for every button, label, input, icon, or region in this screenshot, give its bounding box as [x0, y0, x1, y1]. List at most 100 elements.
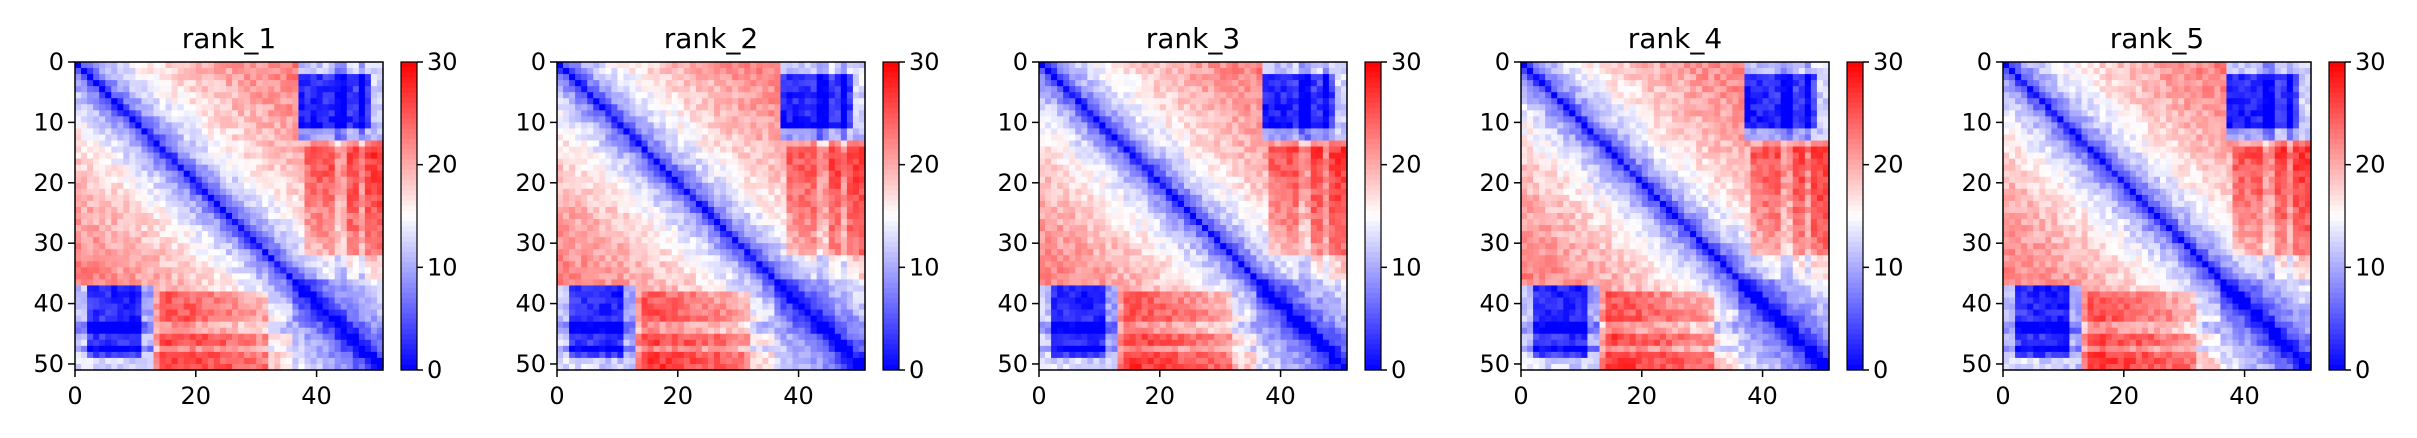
- heatmap-cell: [135, 333, 143, 341]
- heatmap-cell: [316, 255, 324, 262]
- heatmap-cell: [105, 128, 112, 136]
- heatmap-cell: [695, 285, 703, 293]
- heatmap-cell: [322, 86, 330, 93]
- heatmap-cell: [310, 128, 318, 136]
- heatmap-cell: [689, 62, 697, 69]
- heatmap-cell: [563, 110, 570, 117]
- heatmap-cell: [617, 327, 625, 335]
- heatmap-cell: [256, 267, 263, 274]
- heatmap-cell: [816, 68, 824, 75]
- heatmap-cell: [834, 92, 842, 99]
- heatmap-cell: [268, 74, 275, 81]
- heatmap-cell: [665, 128, 673, 136]
- heatmap-cell: [244, 176, 251, 184]
- heatmap-cell: [647, 104, 655, 111]
- heatmap-cell: [677, 62, 685, 69]
- heatmap-cell: [671, 128, 679, 136]
- heatmap-cell: [75, 339, 82, 347]
- heatmap-cell: [581, 62, 588, 69]
- heatmap-cell: [93, 92, 100, 99]
- heatmap-cell: [171, 146, 179, 154]
- heatmap-cell: [780, 110, 788, 117]
- heatmap-cell: [629, 273, 637, 281]
- chart-title: rank_2: [664, 22, 758, 55]
- heatmap-cell: [563, 321, 570, 329]
- heatmap-cell: [262, 188, 269, 196]
- heatmap-cell: [213, 80, 221, 87]
- heatmap-cell: [774, 182, 782, 190]
- heatmap-cell: [810, 146, 818, 154]
- heatmap-cell: [701, 315, 709, 323]
- heatmap-cell: [726, 152, 733, 160]
- heatmap-cell: [792, 182, 800, 190]
- heatmap-cell: [268, 188, 275, 196]
- heatmap-cell: [611, 249, 618, 256]
- heatmap-cell: [219, 327, 227, 335]
- heatmap-cell: [304, 200, 312, 208]
- heatmap-cell: [129, 212, 136, 220]
- heatmap-cell: [816, 128, 824, 136]
- heatmap-cell: [346, 86, 354, 93]
- heatmap-cell: [171, 206, 179, 214]
- heatmap-cell: [105, 351, 112, 359]
- heatmap-cell: [171, 80, 179, 87]
- heatmap-cell: [665, 315, 673, 323]
- heatmap-cell: [262, 339, 269, 347]
- heatmap-cell: [159, 182, 167, 190]
- heatmap-cell: [304, 297, 312, 305]
- heatmap-cell: [346, 297, 354, 305]
- heatmap-cell: [135, 170, 143, 178]
- heatmap-cell: [846, 225, 854, 232]
- heatmap-cell: [822, 176, 830, 184]
- heatmap-cell: [358, 170, 366, 178]
- heatmap-cell: [262, 122, 269, 130]
- heatmap-cell: [238, 170, 245, 178]
- heatmap-cell: [828, 164, 836, 172]
- heatmap-cell: [340, 146, 348, 154]
- heatmap-cell: [557, 285, 564, 293]
- heatmap-cell: [701, 225, 709, 232]
- heatmap-cell: [292, 104, 300, 111]
- heatmap-cell: [195, 261, 203, 268]
- heatmap-cell: [852, 74, 860, 81]
- heatmap-cell: [328, 92, 336, 99]
- heatmap-cell: [647, 152, 655, 160]
- colorbar-segment: [401, 77, 417, 84]
- heatmap-cell: [738, 291, 745, 299]
- colorbar-segment: [401, 87, 417, 94]
- heatmap-cell: [262, 62, 269, 69]
- heatmap-cell: [340, 273, 348, 281]
- heatmap-cell: [629, 206, 637, 214]
- heatmap-cell: [683, 98, 691, 105]
- heatmap-cell: [111, 297, 118, 305]
- heatmap-cell: [701, 104, 709, 111]
- heatmap-cell: [201, 104, 209, 111]
- heatmap-cell: [720, 194, 727, 202]
- heatmap-cell: [346, 279, 354, 287]
- heatmap-cell: [804, 122, 812, 130]
- heatmap-cell: [352, 62, 360, 69]
- heatmap-cell: [762, 128, 769, 136]
- heatmap-cell: [111, 291, 118, 299]
- heatmap-cell: [557, 261, 564, 268]
- heatmap-cell: [316, 243, 324, 250]
- heatmap-cell: [334, 206, 342, 214]
- heatmap-cell: [250, 182, 257, 190]
- heatmap-cell: [159, 146, 167, 154]
- heatmap-cell: [352, 285, 360, 293]
- heatmap-cell: [165, 249, 173, 256]
- heatmap-cell: [141, 158, 149, 166]
- heatmap-cell: [720, 170, 727, 178]
- heatmap-cell: [123, 134, 130, 142]
- heatmap-cell: [213, 74, 221, 81]
- heatmap-cell: [623, 255, 631, 262]
- heatmap-cell: [665, 200, 673, 208]
- heatmap-cell: [358, 363, 366, 371]
- heatmap-cell: [219, 92, 227, 99]
- heatmap-cell: [569, 110, 576, 117]
- heatmap-cell: [780, 146, 788, 154]
- heatmap-cell: [792, 255, 800, 262]
- heatmap-cell: [123, 110, 130, 117]
- heatmap-cell: [340, 68, 348, 75]
- heatmap-cell: [219, 74, 227, 81]
